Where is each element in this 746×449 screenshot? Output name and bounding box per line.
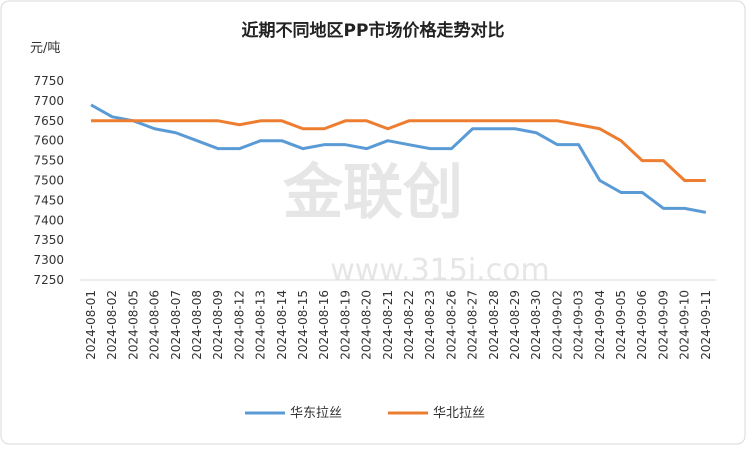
y-tick-label: 7650 — [33, 114, 64, 128]
legend-label: 华东拉丝 — [290, 406, 342, 421]
x-tick-label: 2024-08-21 — [381, 290, 395, 360]
x-tick-label: 2024-09-03 — [572, 290, 586, 360]
x-tick-label: 2024-09-05 — [614, 290, 628, 360]
x-tick-label: 2024-08-26 — [444, 290, 458, 360]
y-tick-label: 7500 — [33, 174, 64, 188]
y-tick-label: 7750 — [33, 74, 64, 88]
y-tick-label: 7600 — [33, 134, 64, 148]
line — [91, 119, 706, 182]
watermark: 金联创 — [283, 158, 463, 228]
chart-title: 近期不同地区PP市场价格走势对比 — [242, 20, 505, 41]
y-tick-label: 7450 — [33, 193, 64, 207]
x-tick-label: 2024-09-11 — [699, 290, 713, 360]
y-tick-label: 7400 — [33, 213, 64, 227]
x-tick-label: 2024-08-20 — [360, 290, 374, 360]
x-tick-label: 2024-08-14 — [275, 290, 289, 360]
y-tick-label: 7700 — [33, 94, 64, 108]
x-tick-label: 2024-08-06 — [148, 290, 162, 360]
line — [90, 103, 707, 214]
x-tick-label: 2024-09-06 — [635, 290, 649, 360]
x-tick-label: 2024-08-12 — [232, 290, 246, 360]
x-tick-label: 2024-08-07 — [169, 290, 183, 360]
x-tick-label: 2024-09-10 — [678, 290, 692, 360]
x-tick-label: 2024-09-09 — [656, 290, 670, 360]
x-tick-label: 2024-08-19 — [338, 290, 352, 360]
x-tick-label: 2024-09-04 — [593, 290, 607, 360]
x-tick-label: 2024-08-30 — [529, 290, 543, 360]
y-tick-label: 7550 — [33, 154, 64, 168]
y-tick-label: 7350 — [33, 233, 64, 247]
x-tick-label: 2024-08-27 — [466, 290, 480, 360]
x-tick-label: 2024-08-13 — [254, 290, 268, 360]
x-tick-label: 2024-08-05 — [126, 290, 140, 360]
watermark-url: www.315i.com — [330, 253, 550, 288]
x-tick-label: 2024-08-28 — [487, 290, 501, 360]
y-tick-label: 7250 — [33, 273, 64, 287]
x-tick-label: 2024-08-29 — [508, 290, 522, 360]
x-tick-label: 2024-08-08 — [190, 290, 204, 360]
x-tick-label: 2024-08-16 — [317, 290, 331, 360]
y-tick-label: 7300 — [33, 253, 64, 267]
x-tick-label: 2024-08-01 — [84, 290, 98, 360]
x-tick-label: 2024-08-23 — [423, 290, 437, 360]
legend-label: 华北拉丝 — [433, 406, 485, 421]
x-tick-label: 2024-09-02 — [550, 290, 564, 360]
x-tick-label: 2024-08-02 — [105, 290, 119, 360]
x-tick-label: 2024-08-09 — [211, 290, 225, 360]
x-tick-label: 2024-08-22 — [402, 290, 416, 360]
y-axis-label: 元/吨 — [30, 41, 60, 56]
x-tick-label: 2024-08-15 — [296, 290, 310, 360]
